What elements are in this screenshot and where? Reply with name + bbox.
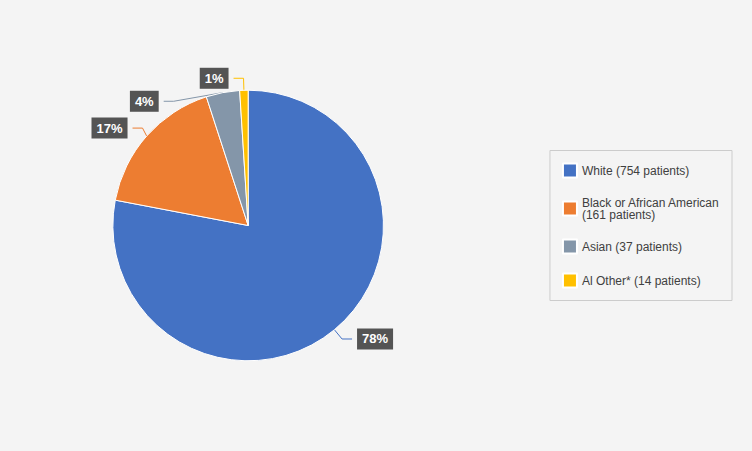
svg-text:Al Other* (14 patients): Al Other* (14 patients) xyxy=(582,274,701,288)
svg-text:1%: 1% xyxy=(205,71,224,86)
svg-text:White (754 patients): White (754 patients) xyxy=(582,164,689,178)
svg-text:(161 patients): (161 patients) xyxy=(582,208,655,222)
svg-text:17%: 17% xyxy=(96,121,122,136)
svg-text:Asian (37 patients): Asian (37 patients) xyxy=(582,240,682,254)
svg-text:Black or African American: Black or African American xyxy=(582,195,719,210)
svg-text:78%: 78% xyxy=(362,331,388,346)
svg-text:4%: 4% xyxy=(135,94,154,109)
